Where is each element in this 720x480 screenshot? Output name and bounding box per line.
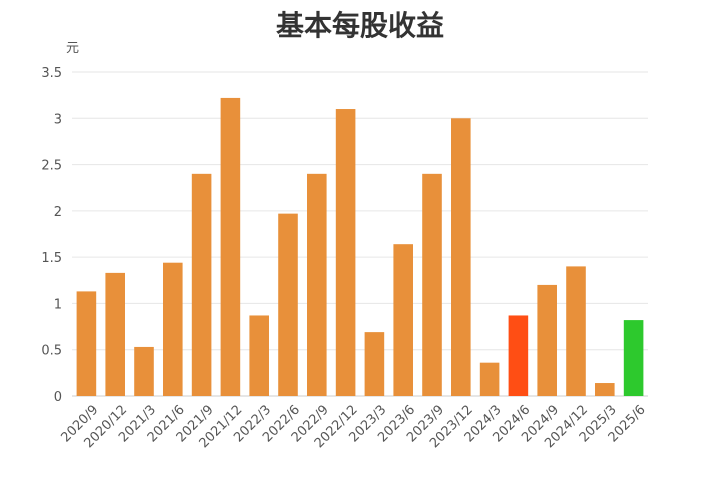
bar-2024-6	[508, 315, 529, 396]
bar-2020-12	[105, 272, 125, 396]
bar-2023-6	[393, 244, 413, 396]
y-tick-label: 2	[54, 205, 62, 220]
bar-2023-9	[422, 173, 442, 396]
bar-2021-12	[220, 97, 241, 397]
bar-2024-9	[537, 284, 557, 396]
y-unit-label: 元	[66, 41, 79, 56]
y-axis-ticks: 0 0.5 1 1.5 2 2.5 3 3.5	[41, 66, 62, 405]
bar-2025-6	[623, 320, 644, 396]
bar-2022-6	[278, 213, 298, 396]
y-tick-label: 2.5	[41, 159, 62, 174]
bar-2020-9	[76, 291, 97, 396]
bar-2023-3	[364, 332, 385, 396]
bar-2021-6	[163, 262, 183, 396]
chart-title: 基本每股收益	[275, 9, 444, 42]
bar-2022-3	[249, 315, 269, 396]
bars	[76, 97, 644, 397]
bar-2022-9	[307, 173, 327, 396]
bar-2023-12	[451, 118, 471, 397]
y-tick-label: 1.5	[41, 251, 62, 266]
y-tick-label: 0.5	[41, 344, 62, 359]
y-tick-label: 3.5	[41, 66, 62, 81]
bar-2021-9	[191, 173, 212, 396]
bar-2025-3	[595, 383, 615, 396]
x-axis-ticks: 2020/92020/122021/32021/62021/92021/1220…	[58, 402, 648, 451]
y-tick-label: 0	[54, 390, 62, 405]
bar-2024-3	[479, 362, 500, 396]
y-tick-label: 3	[54, 112, 62, 127]
bar-2021-3	[134, 346, 154, 396]
gridlines	[72, 71, 648, 397]
y-tick-label: 1	[54, 297, 62, 312]
bar-2022-12	[335, 109, 356, 397]
bar-2024-12	[566, 266, 586, 396]
